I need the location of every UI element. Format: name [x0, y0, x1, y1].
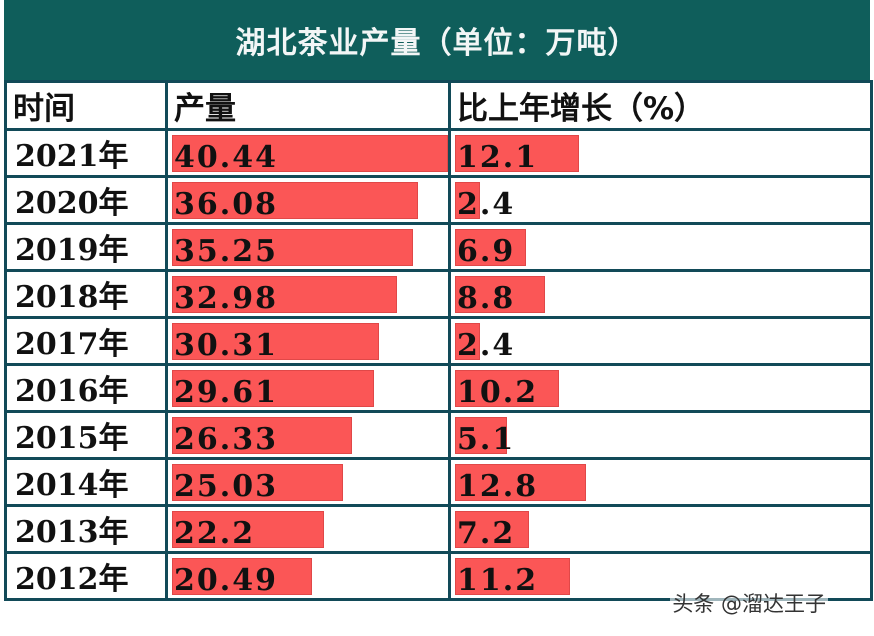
- growth-data-bar: [455, 417, 508, 454]
- output-value: 29.61: [174, 374, 278, 410]
- output-cell: 30.31: [165, 316, 451, 366]
- table-row: 2019年 35.25 6.9: [4, 222, 873, 272]
- growth-value: 12.8: [457, 468, 539, 504]
- growth-data-bar: [455, 558, 570, 595]
- growth-value: 7.2: [457, 515, 516, 551]
- output-cell: 25.03: [165, 457, 451, 507]
- table-row: 2020年 36.08 2.4: [4, 175, 873, 225]
- year-cell: 2021年: [4, 128, 168, 178]
- output-cell: 29.61: [165, 363, 451, 413]
- growth-value: 8.8: [457, 280, 516, 316]
- growth-data-bar: [455, 323, 480, 360]
- growth-data-bar: [455, 182, 480, 219]
- year-cell: 2013年: [4, 504, 168, 554]
- year-cell: 2012年: [4, 551, 168, 601]
- output-cell: 32.98: [165, 269, 451, 319]
- column-header-growth: 比上年增长（%）: [448, 80, 873, 131]
- output-data-bar: [172, 323, 379, 360]
- output-value: 20.49: [174, 562, 278, 598]
- output-data-bar: [172, 417, 352, 454]
- header-row: 时间 产量 比上年增长（%）: [4, 80, 873, 131]
- watermark: 头条 @溜达王子: [670, 588, 828, 618]
- table-row: 2014年 25.03 12.8: [4, 457, 873, 507]
- table-row: 2021年 40.44 12.1: [4, 128, 873, 178]
- growth-cell: 8.8: [448, 269, 873, 319]
- output-data-bar: [172, 464, 343, 501]
- output-value: 35.25: [174, 233, 278, 269]
- growth-value: 6.9: [457, 233, 516, 269]
- output-data-bar: [172, 229, 413, 266]
- table-row: 2012年 20.49 11.2: [4, 551, 873, 601]
- growth-cell: 12.1: [448, 128, 873, 178]
- output-value: 32.98: [174, 280, 278, 316]
- table-row: 2013年 22.2 7.2: [4, 504, 873, 554]
- growth-cell: 2.4: [448, 316, 873, 366]
- year-cell: 2018年: [4, 269, 168, 319]
- output-cell: 40.44: [165, 128, 451, 178]
- column-header-time: 时间: [4, 80, 168, 131]
- output-value: 22.2: [174, 515, 256, 551]
- output-value: 36.08: [174, 186, 278, 222]
- table-row: 2018年 32.98 8.8: [4, 269, 873, 319]
- growth-data-bar: [455, 229, 526, 266]
- output-value: 26.33: [174, 421, 278, 457]
- data-table-sheet: 湖北茶业产量（单位：万吨） 时间 产量 比上年增长（%） 2021年 40.44 1…: [4, 0, 873, 632]
- growth-data-bar: [455, 276, 546, 313]
- table-row: 2015年 26.33 5.1: [4, 410, 873, 460]
- table-row: 2016年 29.61 10.2: [4, 363, 873, 413]
- growth-value: 10.2: [457, 374, 539, 410]
- year-cell: 2014年: [4, 457, 168, 507]
- output-data-bar: [172, 511, 324, 548]
- year-cell: 2020年: [4, 175, 168, 225]
- output-data-bar: [172, 276, 398, 313]
- growth-data-bar: [455, 135, 579, 172]
- output-data-bar: [172, 182, 419, 219]
- table-row: 2017年 30.31 2.4: [4, 316, 873, 366]
- growth-data-bar: [455, 511, 529, 548]
- growth-value: 2.4: [457, 186, 516, 222]
- output-cell: 26.33: [165, 410, 451, 460]
- table-title-bar: 湖北茶业产量（单位：万吨）: [4, 0, 870, 80]
- growth-data-bar: [455, 370, 560, 407]
- output-data-bar: [172, 135, 448, 172]
- year-cell: 2016年: [4, 363, 168, 413]
- output-cell: 35.25: [165, 222, 451, 272]
- growth-cell: 12.8: [448, 457, 873, 507]
- growth-data-bar: [455, 464, 586, 501]
- growth-cell: 5.1: [448, 410, 873, 460]
- growth-cell: 7.2: [448, 504, 873, 554]
- year-cell: 2015年: [4, 410, 168, 460]
- growth-value: 5.1: [457, 421, 516, 457]
- output-value: 30.31: [174, 327, 278, 363]
- output-cell: 36.08: [165, 175, 451, 225]
- table-title: 湖北茶业产量（单位：万吨）: [235, 26, 639, 61]
- year-cell: 2017年: [4, 316, 168, 366]
- output-value: 25.03: [174, 468, 278, 504]
- output-cell: 22.2: [165, 504, 451, 554]
- growth-value: 11.2: [457, 562, 539, 598]
- growth-value: 2.4: [457, 327, 516, 363]
- output-data-bar: [172, 370, 375, 407]
- growth-cell: 10.2: [448, 363, 873, 413]
- growth-cell: 2.4: [448, 175, 873, 225]
- growth-cell: 6.9: [448, 222, 873, 272]
- year-cell: 2019年: [4, 222, 168, 272]
- output-cell: 20.49: [165, 551, 451, 601]
- tea-output-table: 时间 产量 比上年增长（%） 2021年 40.44 12.1 2020年 36.08 2…: [4, 80, 873, 601]
- output-value: 40.44: [174, 139, 278, 175]
- output-data-bar: [172, 558, 312, 595]
- column-header-output: 产量: [165, 80, 451, 131]
- growth-value: 12.1: [457, 139, 539, 175]
